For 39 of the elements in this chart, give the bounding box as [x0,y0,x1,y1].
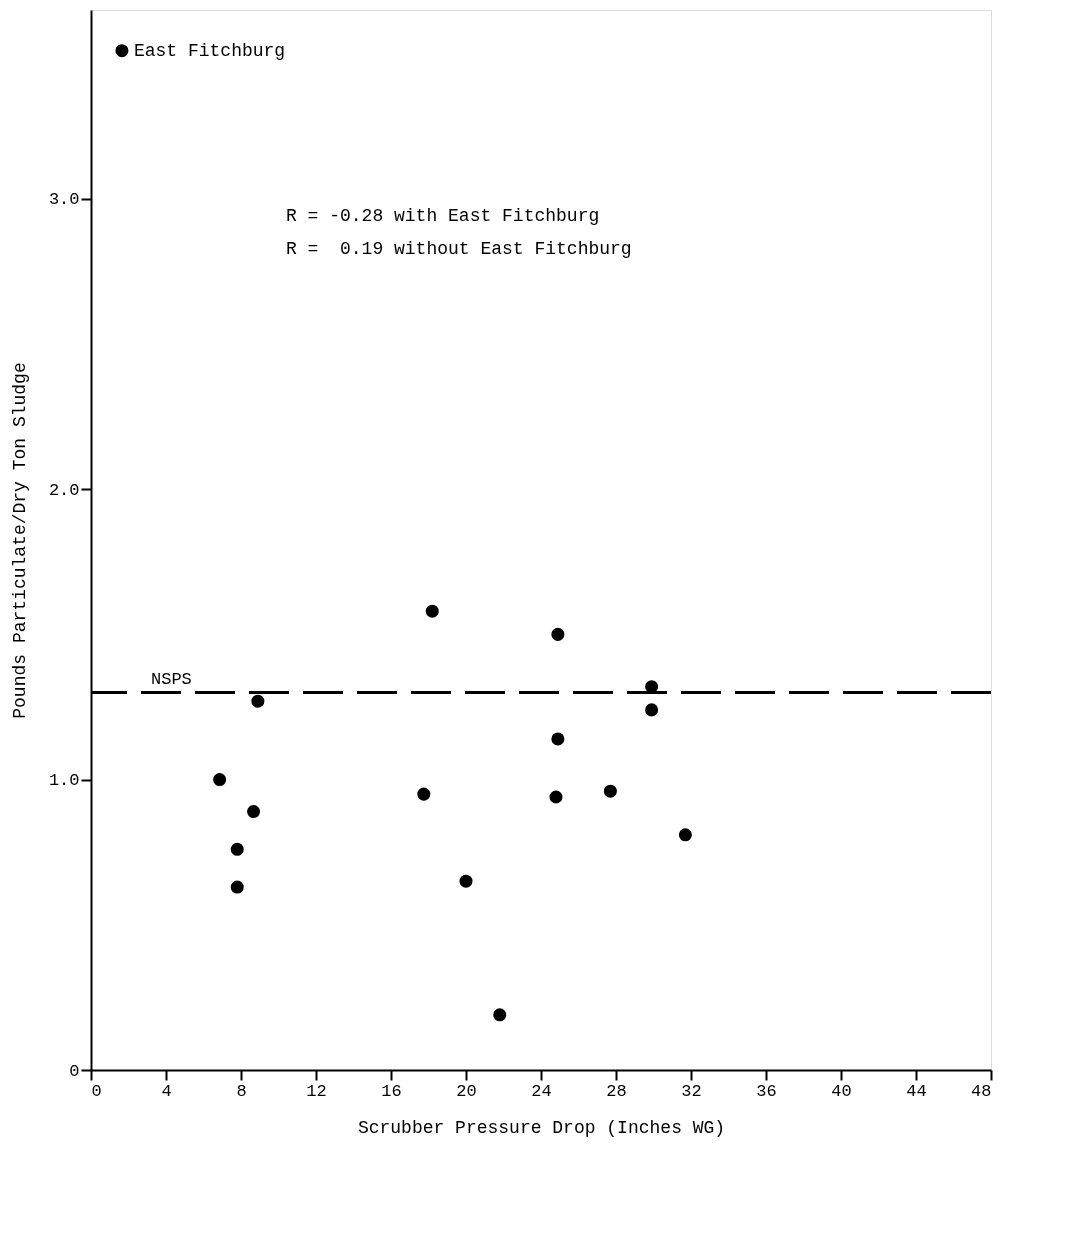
point [251,694,265,708]
point [551,732,565,746]
x-tick-label: 24 [531,1081,552,1101]
x-axis-title: Scrubber Pressure Drop (Inches WG) [357,1117,726,1138]
point [645,703,659,717]
point [678,828,692,842]
x-tick-label: 44 [906,1081,927,1101]
y-tick-label: 3.0 [48,190,80,210]
x-tick-label: 36 [756,1081,777,1101]
y-tick-label: 1.0 [48,771,80,791]
point [213,773,227,787]
point [230,842,244,856]
point [603,784,617,798]
y-tick-label: 2.0 [48,480,80,500]
point [230,880,244,894]
point [493,1008,507,1022]
x-tick-label: 48 [971,1081,992,1101]
x-tick-label: 40 [831,1081,852,1101]
annotation: East Fitchburg [133,40,286,61]
point [115,44,129,58]
x-tick-label: 20 [456,1081,477,1101]
x-tick-label: 8 [236,1081,247,1101]
x-tick-label: 12 [306,1081,327,1101]
ref-line-label: NSPS [151,670,192,690]
x-tick-label: 4 [161,1081,172,1101]
y-tick-label: 0 [69,1061,80,1081]
x-tick-label: 16 [381,1081,402,1101]
x-tick-label: 32 [681,1081,702,1101]
y-axis-title: Pounds Particulate/Dry Ton Sludge [9,362,30,719]
point [417,787,431,801]
point [459,874,473,888]
point [549,790,563,804]
x-tick-label: 28 [606,1081,627,1101]
x-tick-label: 0 [91,1081,102,1101]
point [425,604,439,618]
annotation: R = 0.19 without East Fitchburg [286,239,632,259]
annotation: R = -0.28 with East Fitchburg [286,206,600,226]
point [247,805,261,819]
point [551,627,565,641]
